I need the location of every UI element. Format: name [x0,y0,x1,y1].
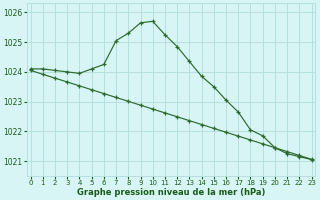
X-axis label: Graphe pression niveau de la mer (hPa): Graphe pression niveau de la mer (hPa) [77,188,265,197]
